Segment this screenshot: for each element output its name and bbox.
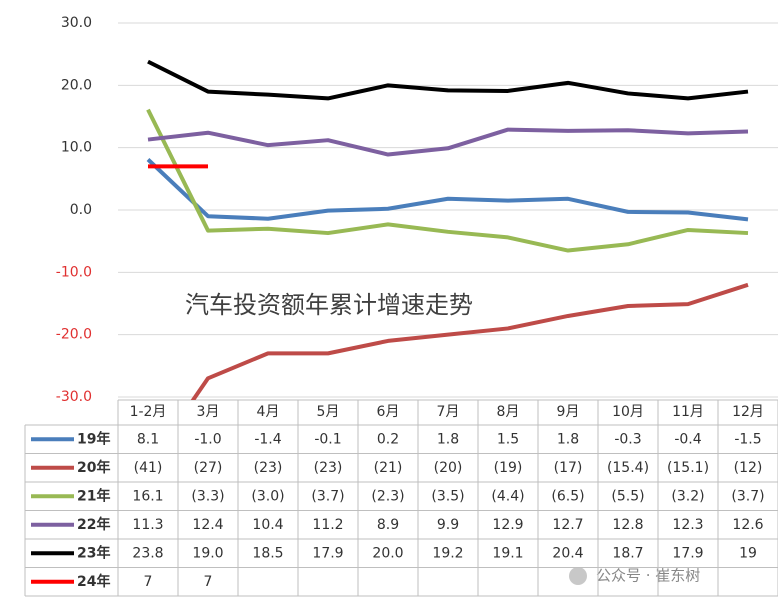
data-label: (4.4) (491, 488, 524, 504)
series-line-group (146, 158, 749, 222)
series-line (147, 59, 749, 101)
data-label: 12.6 (732, 517, 763, 533)
data-label: 16.1 (132, 488, 163, 504)
data-label: (15.1) (667, 460, 709, 476)
data-label: (3.2) (671, 488, 704, 504)
x-tick-label: 1-2月 (130, 404, 167, 420)
data-label: (3.0) (251, 488, 284, 504)
y-tick-label: 10.0 (61, 140, 92, 156)
y-tick-label: -10.0 (56, 264, 92, 280)
data-label: 18.5 (252, 545, 283, 561)
data-label: 11.3 (132, 517, 163, 533)
data-label: (5.5) (611, 488, 644, 504)
data-label: 10.4 (252, 517, 283, 533)
data-label: -1.5 (734, 431, 761, 447)
legend-label: 23年 (77, 544, 110, 561)
series-line-group (147, 127, 749, 157)
y-tick-label: 30.0 (61, 15, 92, 31)
data-label: (3.5) (431, 488, 464, 504)
data-label: 12.9 (492, 517, 523, 533)
legend-label: 21年 (77, 487, 110, 504)
x-tick-label: 5月 (317, 404, 340, 420)
data-label: 17.9 (672, 545, 703, 561)
data-label: 1.8 (557, 431, 579, 447)
data-label: -0.1 (314, 431, 341, 447)
data-label: (2.3) (371, 488, 404, 504)
y-tick-label: 20.0 (61, 77, 92, 93)
series-line (190, 282, 749, 400)
y-tick-label: -20.0 (56, 327, 92, 343)
data-label: (3.7) (731, 488, 764, 504)
data-label: (17) (554, 460, 583, 476)
series-line-group (146, 108, 749, 253)
data-label: (23) (254, 460, 283, 476)
series-line-group (190, 282, 749, 400)
data-label: (15.4) (607, 460, 649, 476)
watermark: 公众号 · 崔东树 (569, 567, 700, 585)
x-tick-label: 10月 (612, 404, 644, 420)
data-label: (3.3) (191, 488, 224, 504)
watermark-icon (569, 567, 587, 585)
series-line (147, 127, 749, 157)
x-tick-label: 8月 (497, 404, 520, 420)
legend-label: 20年 (77, 459, 110, 476)
data-label: 12.3 (672, 517, 703, 533)
x-tick-label: 4月 (257, 404, 280, 420)
x-tick-label: 6月 (377, 404, 400, 420)
data-label: 19.0 (192, 545, 223, 561)
legend-label: 19年 (77, 430, 110, 447)
legend-label: 22年 (77, 516, 110, 533)
series-line (146, 108, 749, 253)
data-label: 7 (144, 574, 153, 590)
data-label: 19.1 (492, 545, 523, 561)
y-tick-label: 0.0 (70, 202, 92, 218)
data-label: (27) (194, 460, 223, 476)
data-label: (3.7) (311, 488, 344, 504)
data-label: 1.8 (437, 431, 459, 447)
data-label: 18.7 (612, 545, 643, 561)
data-label: -0.4 (674, 431, 701, 447)
data-label: 12.8 (612, 517, 643, 533)
data-label: -1.4 (254, 431, 281, 447)
data-label: 9.9 (437, 517, 459, 533)
data-label: -0.3 (614, 431, 641, 447)
series-line-group (147, 59, 749, 101)
data-label: 19 (739, 545, 757, 561)
data-label: 0.2 (377, 431, 399, 447)
series-line (146, 158, 749, 222)
data-label: (20) (434, 460, 463, 476)
data-label: 19.2 (432, 545, 463, 561)
annotation: 汽车投资额年累计增速走势 (185, 291, 473, 319)
data-label: (6.5) (551, 488, 584, 504)
data-label: 11.2 (312, 517, 343, 533)
data-label: 12.4 (192, 517, 223, 533)
legend-label: 24年 (77, 573, 110, 590)
data-label: 1.5 (497, 431, 519, 447)
data-label: 8.9 (377, 517, 399, 533)
data-label: (41) (134, 460, 163, 476)
data-label: (23) (314, 460, 343, 476)
x-tick-label: 9月 (557, 404, 580, 420)
data-label: -1.0 (194, 431, 221, 447)
x-tick-label: 11月 (672, 404, 704, 420)
data-label: 8.1 (137, 431, 159, 447)
data-label: 17.9 (312, 545, 343, 561)
x-tick-label: 12月 (732, 404, 764, 420)
x-tick-label: 3月 (197, 404, 220, 420)
data-label: 20.4 (552, 545, 583, 561)
data-label: (19) (494, 460, 523, 476)
x-tick-label: 7月 (437, 404, 460, 420)
data-label: 23.8 (132, 545, 163, 561)
watermark-text: 公众号 · 崔东树 (596, 567, 700, 585)
data-label: 12.7 (552, 517, 583, 533)
y-tick-label: -30.0 (56, 389, 92, 405)
data-label: (21) (374, 460, 403, 476)
data-label: (12) (734, 460, 763, 476)
data-label: 20.0 (372, 545, 403, 561)
data-label: 7 (204, 574, 213, 590)
